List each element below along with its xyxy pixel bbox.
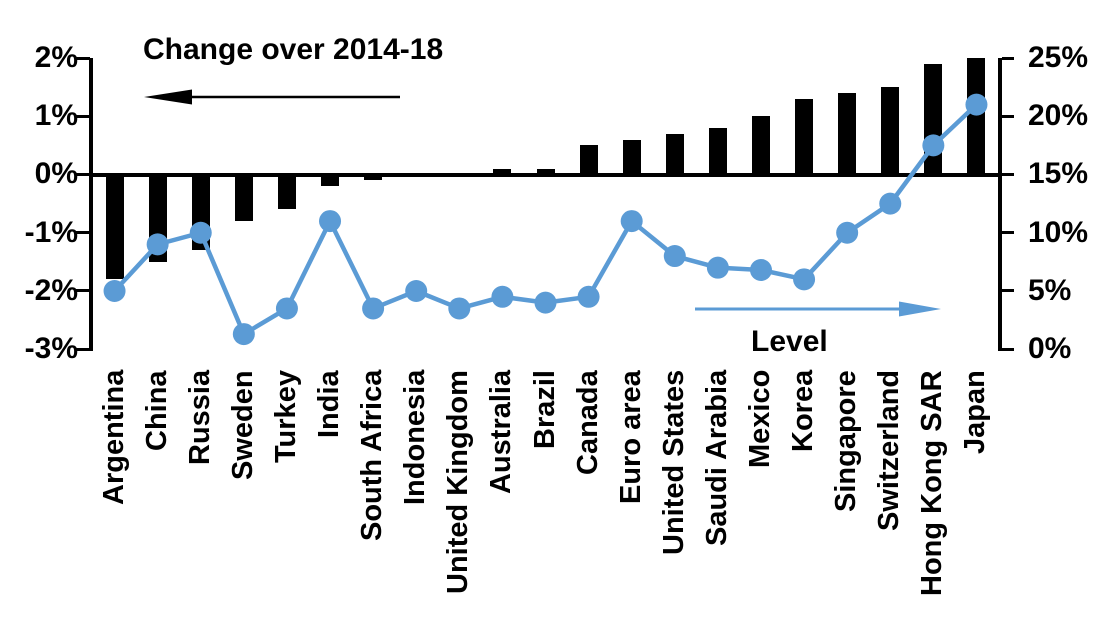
line-marker-euro-area bbox=[620, 210, 643, 233]
line-marker-sweden bbox=[232, 323, 255, 346]
right-axis-tick bbox=[1002, 289, 1014, 293]
line-marker-russia bbox=[189, 221, 212, 244]
right-axis-tick bbox=[1002, 231, 1014, 235]
line-marker-argentina bbox=[103, 279, 126, 302]
bar-south-africa bbox=[364, 174, 383, 181]
line-marker-south-africa bbox=[362, 297, 385, 320]
line-marker-singapore bbox=[836, 221, 859, 244]
line-marker-canada bbox=[577, 285, 600, 308]
line-marker-switzerland bbox=[879, 192, 902, 215]
bar-switzerland bbox=[881, 87, 900, 175]
bar-korea bbox=[795, 98, 814, 175]
bar-united-states bbox=[665, 133, 684, 175]
line-marker-indonesia bbox=[405, 279, 428, 302]
left-axis-tick-label: -2% bbox=[24, 273, 78, 307]
left-axis-tick-label: 1% bbox=[34, 99, 78, 133]
right-axis-tick bbox=[1002, 347, 1014, 351]
left-axis-tick bbox=[76, 114, 90, 118]
line-marker-united-states bbox=[663, 245, 686, 268]
bar-singapore bbox=[838, 92, 857, 175]
left-axis-tick-label: 0% bbox=[34, 157, 78, 191]
line-marker-brazil bbox=[534, 291, 557, 314]
blue-right-arrow-head bbox=[899, 301, 941, 317]
line-marker-hong-kong-sar bbox=[922, 134, 945, 157]
left-axis-tick bbox=[76, 289, 90, 293]
line-marker-australia bbox=[491, 285, 514, 308]
bar-australia bbox=[493, 168, 512, 175]
left-axis-tick-label: -1% bbox=[24, 215, 78, 249]
left-axis-line bbox=[89, 58, 93, 352]
line-marker-india bbox=[319, 210, 342, 233]
bar-turkey bbox=[277, 174, 296, 210]
left-axis-tick bbox=[76, 56, 90, 60]
right-axis-tick-label: 20% bbox=[1028, 99, 1089, 133]
bar-india bbox=[321, 174, 340, 187]
right-axis-tick bbox=[1002, 172, 1014, 176]
zero-line bbox=[89, 172, 1002, 177]
line-marker-korea bbox=[793, 268, 816, 291]
right-axis-line bbox=[998, 58, 1002, 352]
bar-japan bbox=[967, 58, 986, 175]
line-series-annotation-label: Level bbox=[751, 325, 828, 358]
right-axis-tick-label: 0% bbox=[1028, 332, 1072, 366]
bar-saudi-arabia bbox=[708, 127, 727, 175]
right-axis-tick-label: 25% bbox=[1028, 41, 1089, 74]
bar-canada bbox=[579, 145, 598, 175]
bar-series-annotation-label: Change over 2014-18 bbox=[143, 33, 444, 66]
bar-sweden bbox=[234, 174, 253, 222]
line-marker-japan bbox=[965, 93, 988, 116]
left-axis-tick bbox=[76, 231, 90, 235]
black-left-arrow-head bbox=[144, 89, 192, 105]
bar-brazil bbox=[536, 168, 555, 175]
right-axis-tick bbox=[1002, 56, 1014, 60]
right-axis-tick bbox=[1002, 114, 1014, 118]
right-axis-tick-label: 5% bbox=[1028, 273, 1072, 307]
right-axis-tick-label: 10% bbox=[1028, 215, 1089, 249]
left-axis-tick-label: 2% bbox=[34, 41, 78, 74]
line-marker-mexico bbox=[749, 259, 772, 282]
line-marker-saudi-arabia bbox=[706, 256, 729, 279]
left-axis-tick bbox=[76, 172, 90, 176]
left-axis-tick bbox=[76, 347, 90, 351]
bar-euro-area bbox=[622, 139, 641, 175]
line-marker-china bbox=[146, 233, 169, 256]
line-marker-united-kingdom bbox=[448, 297, 471, 320]
line-marker-turkey bbox=[275, 297, 298, 320]
right-axis-tick-label: 15% bbox=[1028, 157, 1089, 191]
bar-argentina bbox=[105, 174, 124, 280]
bar-mexico bbox=[751, 116, 770, 175]
left-axis-tick-label: -3% bbox=[24, 332, 78, 366]
